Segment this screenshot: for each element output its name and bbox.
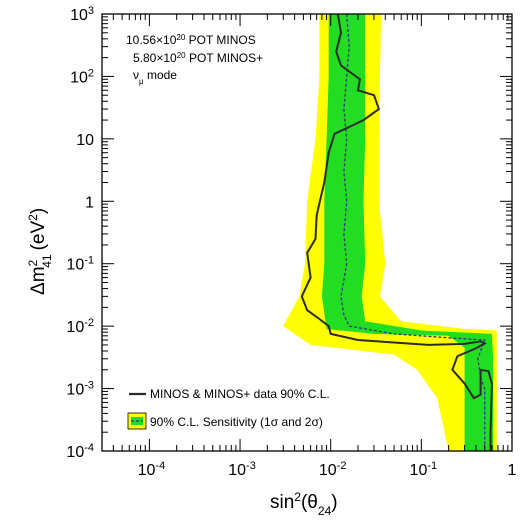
- legend: MINOS & MINOS+ data 90% C.L. 90% C.L. Se…: [127, 387, 330, 430]
- x-tick-labels: 10-4 10-3 10-2 10-1 1: [138, 460, 517, 479]
- axis-ticks: [101, 13, 513, 452]
- y-tick-label: 1: [85, 194, 94, 211]
- legend-data-label: MINOS & MINOS+ data 90% C.L.: [150, 387, 330, 401]
- x-tick-label: 10-1: [410, 460, 438, 479]
- y-tick-label: 102: [70, 67, 94, 86]
- annotation-mode: νμ mode: [133, 68, 177, 86]
- y-tick-label: 10: [76, 132, 94, 149]
- plot-frame: [101, 13, 513, 452]
- x-axis-title: sin2(θ24): [270, 490, 338, 518]
- sensitivity-bands: [283, 14, 497, 451]
- x-tick-label: 10-2: [319, 460, 347, 479]
- x-tick-label: 10-3: [228, 460, 256, 479]
- x-tick-label: 10-4: [138, 460, 166, 479]
- y-tick-label: 10-1: [66, 255, 94, 274]
- sensitivity-median-line: [340, 13, 486, 451]
- x-tick-label: 1: [508, 462, 517, 479]
- annotation-minosplus-pot: 5.80×1020 POT MINOS+: [133, 51, 263, 66]
- data-90cl-contour: [300, 13, 493, 451]
- y-tick-label: 10-4: [66, 442, 94, 461]
- band-1sigma: [321, 14, 494, 451]
- legend-sensitivity-label: 90% C.L. Sensitivity (1σ and 2σ): [150, 415, 323, 429]
- y-tick-label: 103: [70, 5, 94, 24]
- y-tick-label: 10-2: [66, 317, 94, 336]
- y-tick-label: 10-3: [66, 380, 94, 399]
- y-tick-labels: 10-4 10-3 10-2 10-1 1 10 102 103: [66, 5, 94, 461]
- y-axis-title: Δm241(eV2): [26, 208, 54, 295]
- annotation-minos-pot: 10.56×1020 POT MINOS: [126, 33, 256, 48]
- run-annotation: 10.56×1020 POT MINOS 5.80×1020 POT MINOS…: [126, 33, 263, 86]
